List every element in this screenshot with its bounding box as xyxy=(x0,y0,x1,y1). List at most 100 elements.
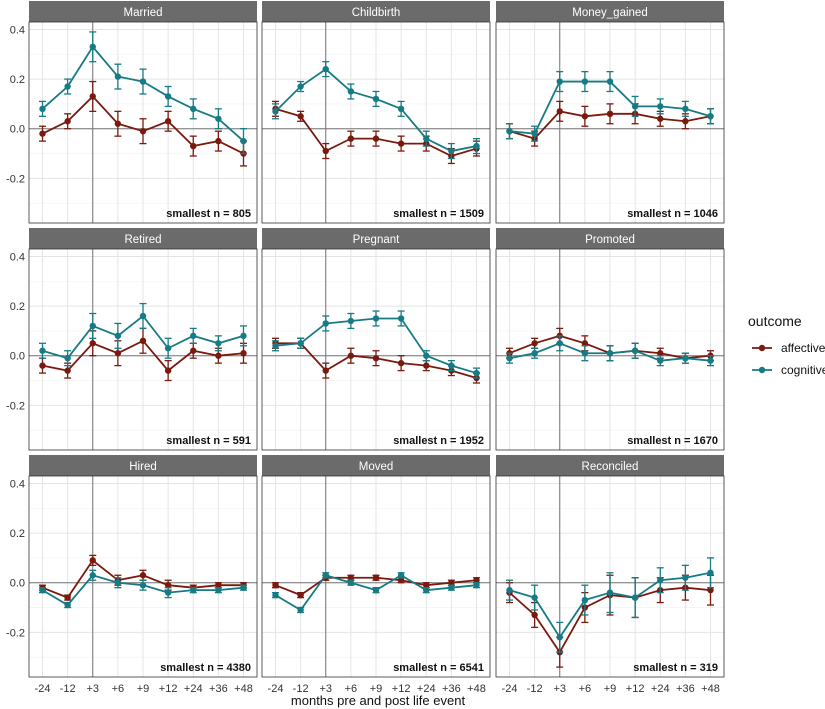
series-affective xyxy=(272,100,480,165)
x-tick-label: +24 xyxy=(417,683,436,695)
data-point xyxy=(682,354,689,362)
sample-size-label: smallest n = 1670 xyxy=(627,435,718,447)
x-tick-label: +36 xyxy=(676,683,695,695)
data-point xyxy=(531,340,538,347)
panel-promoted: Promoted smallest n = 1670 xyxy=(495,228,725,451)
x-tick-label: +12 xyxy=(626,683,645,695)
data-point xyxy=(114,350,122,357)
x-tick-label: -12 xyxy=(60,683,76,695)
data-point xyxy=(448,147,455,155)
data-point xyxy=(139,337,147,345)
data-point xyxy=(657,350,664,357)
series-cognitive xyxy=(506,335,714,367)
y-tick-label: -0.2 xyxy=(6,400,25,412)
panel-hired: Hired smallest n = 4380 0.4 0.2 0.0 -0.2 -24 -1… xyxy=(6,455,258,695)
sample-size-label: smallest n = 4380 xyxy=(160,662,251,674)
panel-border xyxy=(28,475,258,678)
data-point xyxy=(215,340,222,347)
data-point xyxy=(297,113,304,120)
sample-size-label: smallest n = 805 xyxy=(166,208,251,220)
x-tick-label: +6 xyxy=(345,683,358,695)
data-point xyxy=(215,586,222,594)
x-tick-label: +6 xyxy=(579,683,592,695)
y-tick-label: 0.0 xyxy=(10,351,25,363)
panel-childbirth: Childbirth smallest n = 1509 xyxy=(261,1,491,224)
data-point xyxy=(423,362,430,369)
data-point xyxy=(606,110,614,118)
panel-strip xyxy=(29,1,257,22)
data-point xyxy=(423,586,430,594)
data-point xyxy=(164,118,172,125)
panel-married: Married smallest n = 805 0.4 0.2 0.0 -0.2 xyxy=(6,1,258,224)
data-point xyxy=(581,113,589,120)
data-point xyxy=(139,312,147,320)
data-point xyxy=(89,572,96,579)
data-point xyxy=(64,83,71,90)
y-tick-label: 0.0 xyxy=(10,124,25,136)
data-point xyxy=(448,584,455,591)
series-cognitive xyxy=(506,557,714,653)
data-point xyxy=(322,65,329,73)
data-point xyxy=(297,606,304,614)
legend-marker xyxy=(758,366,766,374)
data-point xyxy=(423,135,430,142)
panel-title: Married xyxy=(124,7,163,19)
data-point xyxy=(372,586,380,594)
data-point xyxy=(631,347,639,354)
panel-strip xyxy=(262,1,490,22)
panel-title: Retired xyxy=(124,234,161,246)
series-cognitive xyxy=(39,302,247,367)
data-point xyxy=(531,611,538,619)
data-point xyxy=(164,367,172,374)
data-point xyxy=(397,140,405,147)
data-point xyxy=(448,579,455,586)
panel-money-gained: Money_gained smallest n = 1046 xyxy=(495,1,725,224)
panel-border xyxy=(261,475,491,678)
data-point xyxy=(707,569,714,576)
data-point xyxy=(682,105,689,113)
data-point xyxy=(114,73,122,80)
x-tick-label: -12 xyxy=(527,683,543,695)
x-tick-label: -12 xyxy=(293,683,309,695)
x-tick-label: +48 xyxy=(467,683,486,695)
x-tick-label: +3 xyxy=(553,683,566,695)
data-point xyxy=(372,95,380,103)
data-point xyxy=(606,350,614,357)
y-tick-label: 0.2 xyxy=(10,528,25,540)
data-point xyxy=(215,115,222,122)
data-point xyxy=(707,586,714,594)
series-cognitive xyxy=(272,61,480,160)
data-point xyxy=(114,332,122,340)
data-point xyxy=(682,118,689,125)
data-point xyxy=(64,118,71,125)
data-point xyxy=(164,93,172,100)
data-point xyxy=(372,574,380,581)
x-tick-label: +6 xyxy=(112,683,125,695)
data-point xyxy=(347,135,355,142)
data-point xyxy=(347,88,355,95)
data-point xyxy=(64,354,71,362)
series-cognitive xyxy=(272,572,480,614)
panel-title: Moved xyxy=(359,461,394,473)
panel-title: Money_gained xyxy=(572,7,647,19)
data-point xyxy=(531,130,538,137)
series-affective xyxy=(39,80,247,167)
data-point xyxy=(139,78,147,85)
x-axis-title: months pre and post life event xyxy=(291,693,466,708)
x-tick-label: +24 xyxy=(651,683,670,695)
data-point xyxy=(506,586,513,594)
data-point xyxy=(556,78,563,85)
panel-retired: Retired smallest n = 591 0.4 0.2 0.0 -0.2 xyxy=(6,228,258,451)
x-tick-label: +9 xyxy=(370,683,383,695)
data-point xyxy=(657,357,664,364)
legend-label: cognitive xyxy=(781,363,825,377)
data-point xyxy=(272,581,279,589)
x-tick-label: +12 xyxy=(392,683,411,695)
data-point xyxy=(556,340,563,347)
data-point xyxy=(448,362,455,369)
data-point xyxy=(473,369,480,377)
panel-strip xyxy=(262,228,490,249)
panel-strip xyxy=(496,455,724,476)
data-point xyxy=(39,586,46,594)
y-tick-label: 0.2 xyxy=(10,301,25,313)
